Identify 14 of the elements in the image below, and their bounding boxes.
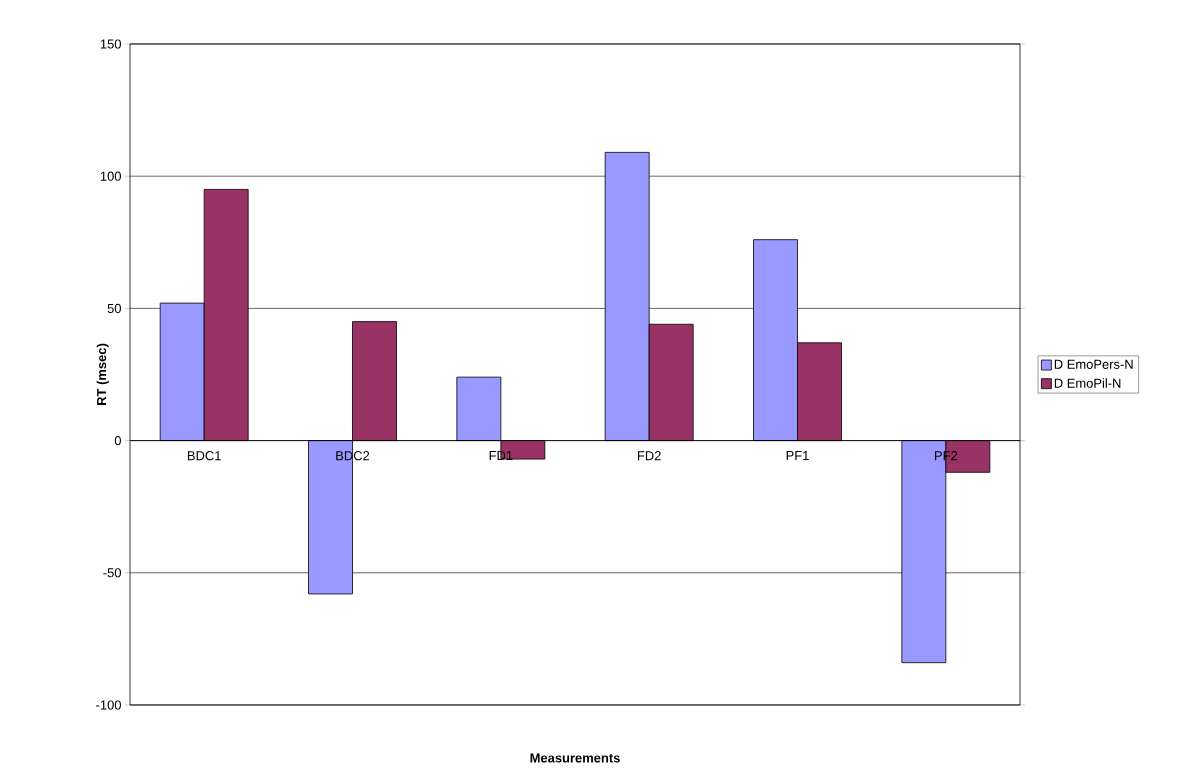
legend-label: D EmoPers-N: [1054, 359, 1133, 369]
y-tick-label: 50: [107, 303, 121, 313]
y-tick-label: 0: [114, 436, 121, 446]
x-tick-label: FD2: [638, 451, 661, 461]
legend-label: D EmoPil-N: [1054, 378, 1121, 388]
x-tick-label: BDC1: [187, 451, 221, 461]
x-tick-label: PF2: [935, 451, 958, 461]
y-tick-label: -100: [96, 700, 121, 710]
x-tick-label: PF1: [786, 451, 809, 461]
x-axis-title: Measurements: [530, 753, 620, 763]
y-axis-title: RT (msec): [96, 343, 109, 405]
y-tick-label: 150: [100, 39, 121, 49]
y-tick-label: -50: [103, 568, 121, 578]
y-tick-label: 100: [100, 171, 121, 181]
